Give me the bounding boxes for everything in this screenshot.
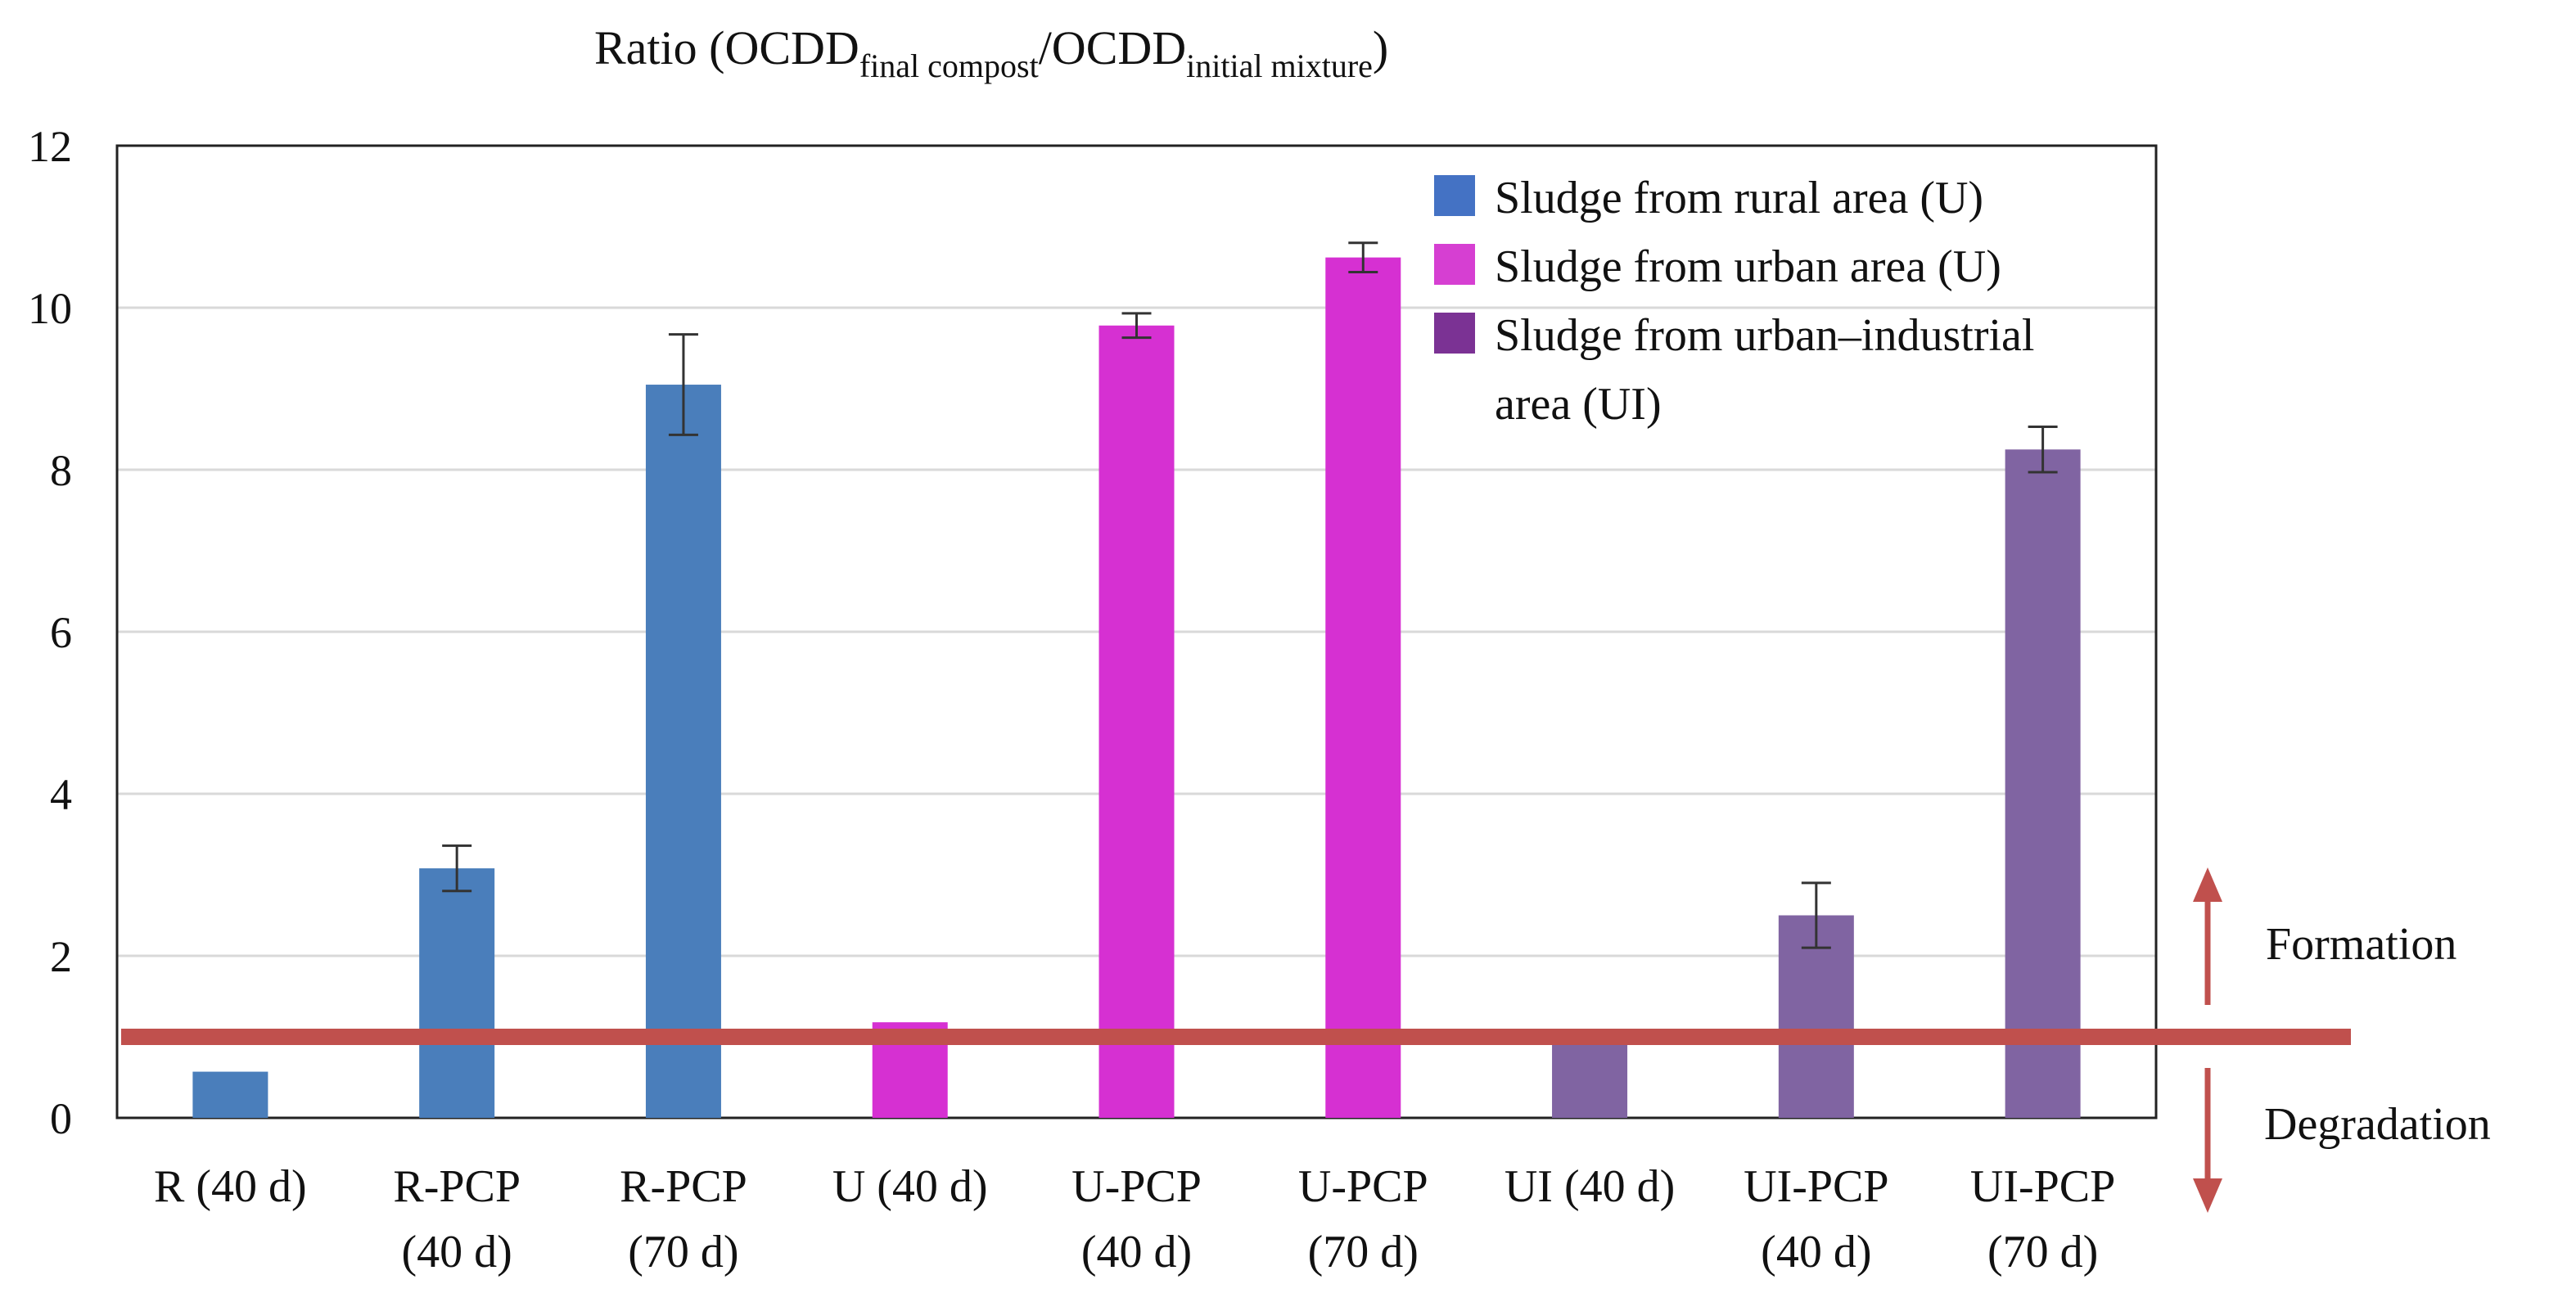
y-tick-label: 2 — [50, 932, 72, 981]
title-subscript-initial: initial mixture — [1186, 47, 1373, 84]
x-tick-label: (40 d) — [402, 1227, 512, 1277]
title-middle: /OCDD — [1039, 21, 1186, 74]
x-tick-label: UI (40 d) — [1505, 1161, 1675, 1212]
y-tick-label: 4 — [50, 770, 72, 819]
bar — [2005, 449, 2081, 1118]
degradation-label: Degradation — [2264, 1099, 2491, 1150]
legend-swatch — [1434, 244, 1475, 285]
bar — [1778, 915, 1854, 1118]
legend-label: Sludge from urban–industrial — [1495, 310, 2034, 361]
bar — [645, 385, 721, 1118]
y-tick-label: 10 — [28, 284, 72, 333]
x-tick-label: (40 d) — [1081, 1227, 1192, 1277]
title-suffix: ) — [1373, 21, 1388, 74]
bar — [192, 1071, 268, 1118]
bar — [1325, 257, 1401, 1118]
x-tick-label: R (40 d) — [154, 1161, 307, 1212]
title-subscript-final: final compost — [859, 47, 1039, 84]
bar — [419, 868, 495, 1118]
bars — [192, 257, 2081, 1118]
x-tick-label: (70 d) — [1987, 1227, 2098, 1277]
x-tick-label: U (40 d) — [832, 1161, 988, 1212]
legend-label: area (UI) — [1495, 379, 1662, 430]
degradation-arrow-head — [2193, 1178, 2222, 1213]
x-tick-label: UI-PCP — [1744, 1161, 1888, 1212]
x-tick-label: U-PCP — [1071, 1161, 1202, 1212]
legend-swatch — [1434, 313, 1475, 354]
y-tick-label: 12 — [28, 122, 72, 171]
legend-label: Sludge from urban area (U) — [1495, 241, 2001, 292]
formation-arrow-head — [2193, 867, 2222, 902]
y-tick-label: 8 — [50, 446, 72, 495]
x-tick-labels: R (40 d) R-PCP (40 d) R-PCP (70 d) U (40 d) U-… — [154, 1161, 2115, 1277]
x-tick-label: R-PCP — [393, 1161, 521, 1212]
chart-title: Ratio (OCDDfinal compost/OCDDinitial mix… — [594, 21, 1388, 84]
x-tick-label: UI-PCP — [1970, 1161, 2115, 1212]
formation-degradation-annotation: Formation Degradation — [2193, 867, 2491, 1213]
legend-swatch — [1434, 175, 1475, 216]
formation-label: Formation — [2266, 919, 2456, 970]
x-tick-label: R-PCP — [620, 1161, 747, 1212]
x-tick-label: U-PCP — [1298, 1161, 1428, 1212]
y-tick-labels: 0 2 4 6 8 10 12 — [28, 122, 72, 1143]
title-prefix: Ratio (OCDD — [594, 21, 859, 74]
y-tick-label: 6 — [50, 608, 72, 657]
x-tick-label: (40 d) — [1761, 1227, 1871, 1277]
bar — [1552, 1038, 1628, 1118]
legend-label: Sludge from rural area (U) — [1495, 173, 1983, 223]
error-bars — [442, 241, 2058, 949]
bar — [1099, 325, 1175, 1118]
x-tick-label: (70 d) — [628, 1227, 738, 1277]
y-tick-label: 0 — [50, 1094, 72, 1143]
legend: Sludge from rural area (U) Sludge from ur… — [1434, 173, 2034, 430]
x-tick-label: (70 d) — [1308, 1227, 1419, 1277]
